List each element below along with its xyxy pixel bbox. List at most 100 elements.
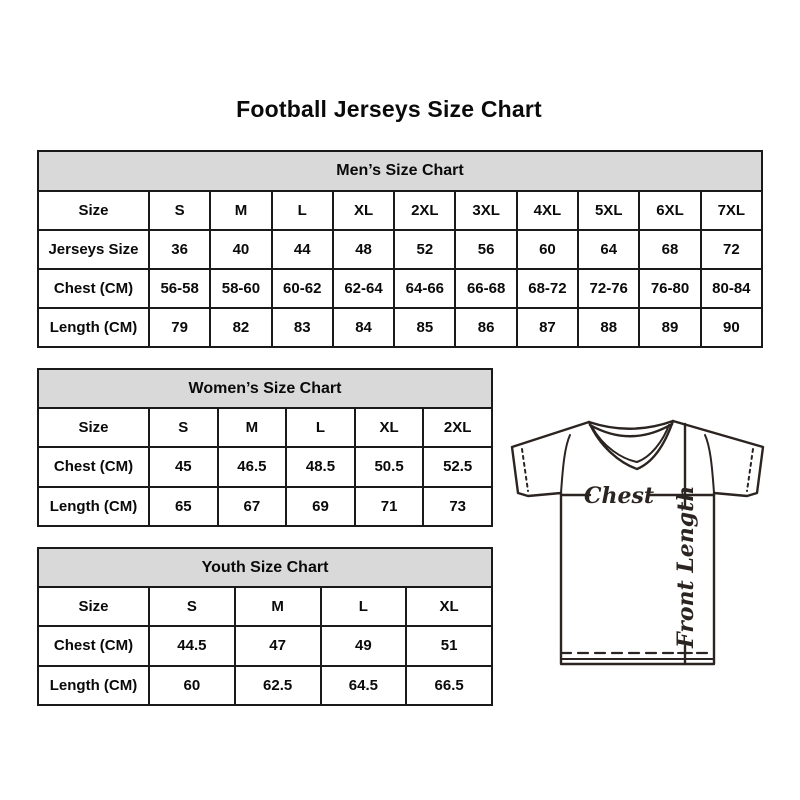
- row-label: Size: [37, 406, 150, 449]
- table-cell: XL: [331, 190, 396, 231]
- table-row: Chest (CM) 56-58 58-60 60-62 62-64 64-66 66-68…: [37, 268, 764, 309]
- table-cell: S: [148, 406, 219, 449]
- table-row: Length (CM) 65 67 69 71 73: [37, 485, 493, 528]
- row-label: Chest (CM): [37, 625, 150, 667]
- table-cell: 67: [216, 485, 288, 528]
- table-cell: L: [270, 190, 334, 231]
- table-cell: 49: [319, 625, 408, 667]
- men-table-title: Men’s Size Chart: [37, 150, 763, 192]
- table-cell: 65: [148, 485, 219, 528]
- table-cell: XL: [405, 585, 493, 628]
- table-cell: XL: [353, 406, 425, 449]
- table-cell: 64: [577, 229, 641, 270]
- table-cell: 6XL: [638, 190, 702, 231]
- table-row: Length (CM) 60 62.5 64.5 66.5: [37, 664, 493, 707]
- chest-measure-label: Chest: [584, 483, 654, 509]
- vneck-outer: [587, 419, 675, 471]
- vneck-inner: [591, 424, 670, 463]
- youth-size-table: Youth Size Chart Size S M L XL Chest (CM) 44.5 4…: [37, 547, 493, 707]
- table-cell: 40: [209, 229, 273, 270]
- table-cell: 60: [515, 229, 580, 270]
- row-label: Length (CM): [37, 664, 150, 707]
- jersey-measurement-diagram: Chest Front Length: [505, 416, 775, 678]
- table-cell: L: [319, 585, 408, 628]
- table-cell: 89: [638, 307, 702, 348]
- table-cell: 90: [699, 307, 764, 348]
- page-title: Football Jerseys Size Chart: [236, 96, 542, 122]
- table-cell: S: [148, 585, 236, 628]
- table-cell: 36: [147, 229, 212, 270]
- table-cell: 2XL: [422, 406, 493, 449]
- left-cuff-stitch: [521, 448, 529, 492]
- left-armhole-seam: [560, 434, 571, 494]
- right-cuff-stitch: [746, 448, 754, 492]
- right-armhole-seam: [704, 434, 715, 494]
- table-cell: M: [233, 585, 322, 628]
- table-cell: 73: [422, 485, 493, 528]
- table-cell: 51: [405, 625, 493, 667]
- table-cell: 85: [393, 307, 457, 348]
- table-cell: 84: [331, 307, 396, 348]
- table-cell: 52: [393, 229, 457, 270]
- table-row: Size S M L XL 2XL 3XL 4XL 5XL 6XL 7XL: [37, 190, 764, 231]
- front-length-measure-label: Front Length: [673, 486, 699, 649]
- table-cell: L: [285, 406, 356, 449]
- table-row: Jerseys Size 36 40 44 48 52 56 60 64 68 72: [37, 229, 764, 270]
- table-row: Chest (CM) 44.5 47 49 51: [37, 625, 493, 667]
- table-cell: S: [147, 190, 212, 231]
- collar-back-arc: [587, 419, 675, 430]
- table-cell: 72: [699, 229, 764, 270]
- row-label: Length (CM): [37, 307, 150, 348]
- table-cell: 58-60: [209, 268, 273, 309]
- table-cell: 80-84: [699, 268, 764, 309]
- table-cell: 64-66: [393, 268, 457, 309]
- row-label: Size: [37, 190, 150, 231]
- table-cell: 47: [233, 625, 322, 667]
- table-cell: 7XL: [699, 190, 764, 231]
- row-label: Jerseys Size: [37, 229, 150, 270]
- table-cell: 52.5: [422, 446, 493, 488]
- table-cell: 44: [270, 229, 334, 270]
- table-row: Size S M L XL 2XL: [37, 406, 493, 449]
- table-cell: 66.5: [405, 664, 493, 707]
- table-cell: 60: [148, 664, 236, 707]
- table-cell: 64.5: [319, 664, 408, 707]
- table-cell: 44.5: [148, 625, 236, 667]
- table-cell: 60-62: [270, 268, 334, 309]
- collar-band-arc: [588, 422, 674, 438]
- table-cell: 87: [515, 307, 580, 348]
- table-cell: 68: [638, 229, 702, 270]
- youth-table-title: Youth Size Chart: [37, 547, 493, 588]
- table-cell: 50.5: [353, 446, 425, 488]
- row-label: Size: [37, 585, 150, 628]
- table-cell: 62-64: [331, 268, 396, 309]
- table-cell: 79: [147, 307, 212, 348]
- table-cell: 48: [331, 229, 396, 270]
- table-cell: 4XL: [515, 190, 580, 231]
- table-cell: 5XL: [577, 190, 641, 231]
- table-cell: 71: [353, 485, 425, 528]
- table-row: Length (CM) 79 82 83 84 85 86 87 88 89 90: [37, 307, 764, 348]
- table-cell: 88: [577, 307, 641, 348]
- table-cell: 72-76: [577, 268, 641, 309]
- table-cell: 76-80: [638, 268, 702, 309]
- table-cell: 68-72: [515, 268, 580, 309]
- table-cell: 45: [148, 446, 219, 488]
- men-size-table: Men’s Size Chart Size S M L XL 2XL 3XL 4XL 5XL 6XL…: [37, 150, 764, 348]
- row-label: Length (CM): [37, 485, 150, 528]
- table-cell: 2XL: [393, 190, 457, 231]
- table-cell: 3XL: [454, 190, 518, 231]
- table-cell: M: [216, 406, 288, 449]
- table-cell: 56-58: [147, 268, 212, 309]
- women-table-title: Women’s Size Chart: [37, 368, 493, 409]
- table-row: Size S M L XL: [37, 585, 493, 628]
- table-cell: 69: [285, 485, 356, 528]
- table-row: Chest (CM) 45 46.5 48.5 50.5 52.5: [37, 446, 493, 488]
- women-size-table: Women’s Size Chart Size S M L XL 2XL Chest (CM)…: [37, 368, 493, 528]
- table-cell: 66-68: [454, 268, 518, 309]
- table-cell: 62.5: [233, 664, 322, 707]
- table-cell: M: [209, 190, 273, 231]
- row-label: Chest (CM): [37, 446, 150, 488]
- table-cell: 48.5: [285, 446, 356, 488]
